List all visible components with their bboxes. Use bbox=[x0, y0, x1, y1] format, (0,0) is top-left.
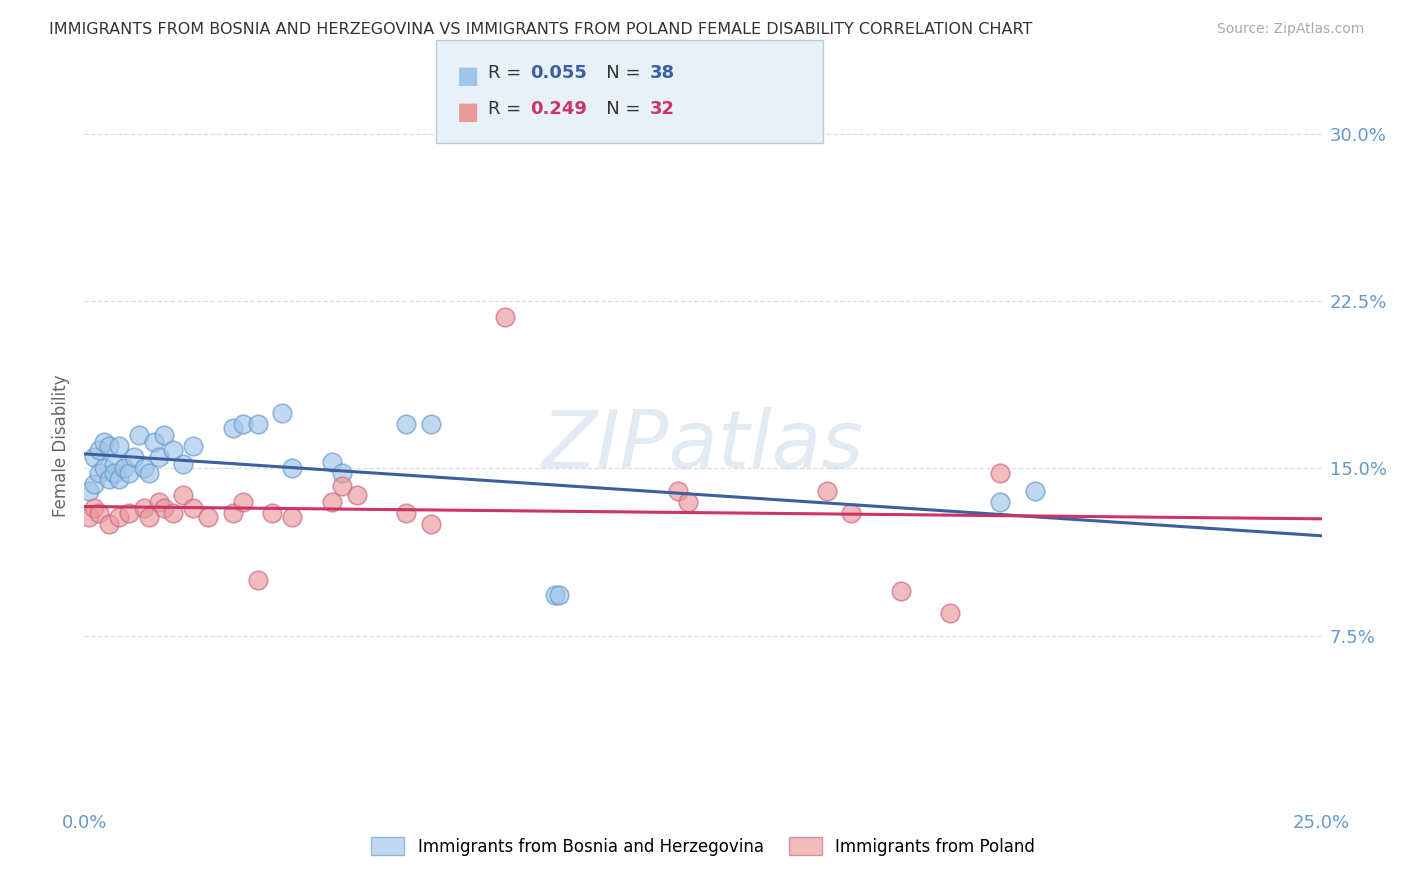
Text: 32: 32 bbox=[650, 100, 675, 118]
Point bbox=[494, 310, 516, 324]
Point bbox=[676, 494, 699, 508]
Point bbox=[98, 473, 121, 487]
Point bbox=[281, 510, 304, 524]
Point bbox=[281, 461, 304, 475]
Point bbox=[132, 461, 155, 475]
Text: ■: ■ bbox=[457, 64, 479, 88]
Point bbox=[89, 443, 111, 458]
Point bbox=[122, 450, 145, 464]
Point bbox=[89, 506, 111, 520]
Text: N =: N = bbox=[589, 100, 647, 118]
Point bbox=[246, 417, 269, 431]
Point bbox=[118, 466, 141, 480]
Point bbox=[246, 573, 269, 587]
Point bbox=[103, 457, 125, 471]
Point bbox=[108, 473, 131, 487]
Point bbox=[666, 483, 689, 498]
Point bbox=[548, 589, 571, 603]
Point bbox=[103, 466, 125, 480]
Point bbox=[419, 516, 441, 531]
Point bbox=[152, 427, 174, 442]
Text: ■: ■ bbox=[457, 100, 479, 124]
Point bbox=[395, 506, 418, 520]
Point bbox=[172, 457, 194, 471]
Point bbox=[232, 417, 254, 431]
Point bbox=[89, 466, 111, 480]
Point bbox=[988, 494, 1011, 508]
Point bbox=[93, 434, 115, 449]
Point bbox=[148, 494, 170, 508]
Point bbox=[419, 417, 441, 431]
Text: 0.055: 0.055 bbox=[530, 64, 586, 82]
Point bbox=[988, 466, 1011, 480]
Point bbox=[142, 434, 165, 449]
Point bbox=[321, 494, 343, 508]
Point bbox=[321, 454, 343, 469]
Point bbox=[939, 607, 962, 621]
Text: R =: R = bbox=[488, 64, 527, 82]
Point bbox=[890, 583, 912, 598]
Text: N =: N = bbox=[589, 64, 647, 82]
Point bbox=[118, 506, 141, 520]
Point bbox=[93, 461, 115, 475]
Point bbox=[346, 488, 368, 502]
Point bbox=[181, 439, 204, 453]
Point bbox=[181, 501, 204, 516]
Point bbox=[271, 405, 294, 419]
Point bbox=[108, 510, 131, 524]
Point bbox=[98, 516, 121, 531]
Point bbox=[162, 506, 184, 520]
Point bbox=[112, 461, 135, 475]
Point bbox=[222, 421, 245, 435]
Point bbox=[132, 501, 155, 516]
Text: 0.249: 0.249 bbox=[530, 100, 586, 118]
Point bbox=[172, 488, 194, 502]
Legend: Immigrants from Bosnia and Herzegovina, Immigrants from Poland: Immigrants from Bosnia and Herzegovina, … bbox=[364, 830, 1042, 863]
Point bbox=[1024, 483, 1046, 498]
Point bbox=[138, 466, 160, 480]
Point bbox=[83, 501, 105, 516]
Point bbox=[108, 439, 131, 453]
Text: IMMIGRANTS FROM BOSNIA AND HERZEGOVINA VS IMMIGRANTS FROM POLAND FEMALE DISABILI: IMMIGRANTS FROM BOSNIA AND HERZEGOVINA V… bbox=[49, 22, 1032, 37]
Point bbox=[395, 417, 418, 431]
Point bbox=[841, 506, 863, 520]
Point bbox=[197, 510, 219, 524]
Point bbox=[128, 427, 150, 442]
Y-axis label: Female Disability: Female Disability bbox=[52, 375, 70, 517]
Text: ZIPatlas: ZIPatlas bbox=[541, 407, 865, 485]
Point bbox=[262, 506, 284, 520]
Point bbox=[815, 483, 838, 498]
Point bbox=[232, 494, 254, 508]
Point bbox=[98, 439, 121, 453]
Point bbox=[152, 501, 174, 516]
Point bbox=[543, 589, 565, 603]
Point bbox=[148, 450, 170, 464]
Point bbox=[222, 506, 245, 520]
Point bbox=[79, 510, 101, 524]
Point bbox=[83, 476, 105, 491]
Text: Source: ZipAtlas.com: Source: ZipAtlas.com bbox=[1216, 22, 1364, 37]
Point bbox=[330, 479, 353, 493]
Point bbox=[138, 510, 160, 524]
Point bbox=[330, 466, 353, 480]
Text: 38: 38 bbox=[650, 64, 675, 82]
Point bbox=[162, 443, 184, 458]
Text: R =: R = bbox=[488, 100, 527, 118]
Point bbox=[83, 450, 105, 464]
Point bbox=[79, 483, 101, 498]
